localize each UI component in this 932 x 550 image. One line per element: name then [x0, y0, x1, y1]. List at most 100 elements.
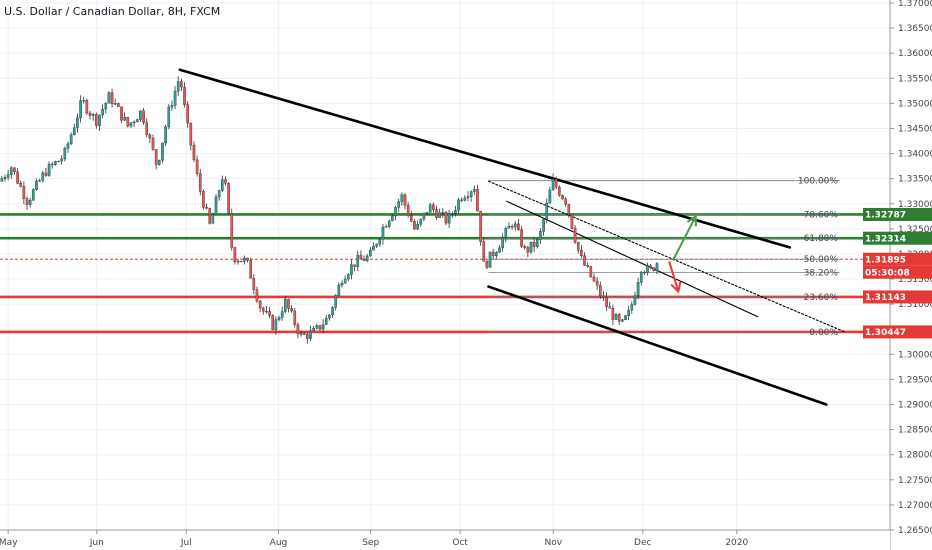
- candle-body: [488, 251, 492, 268]
- candle-body: [154, 149, 158, 165]
- price-level-badge-text: 1.30447: [865, 328, 906, 338]
- candle-body: [60, 158, 63, 162]
- candle-body: [482, 241, 486, 262]
- fibonacci-retracement[interactable]: 100.00% 78.60% 61.80% 50.00% 38.20% 23.60% 0.0…: [488, 177, 840, 338]
- arrows[interactable]: [668, 214, 697, 294]
- time-axis-background: [0, 530, 890, 550]
- candle-body: [268, 311, 271, 316]
- candle-body: [573, 228, 577, 243]
- candle-body: [324, 317, 328, 325]
- candle-body: [548, 189, 552, 204]
- candle-body: [302, 333, 306, 335]
- candle-body: [554, 178, 558, 188]
- candle-body: [435, 209, 438, 218]
- price-level-badge[interactable]: 1.31895: [863, 252, 932, 266]
- price-level-badge[interactable]: 1.30447: [863, 325, 932, 339]
- candle-body: [567, 204, 571, 215]
- candle-body: [299, 333, 303, 335]
- time-axis[interactable]: May Jun Jul Aug Sep Oct Nov Dec 2020: [0, 529, 890, 550]
- candle-body: [463, 197, 467, 201]
- candle-body: [652, 267, 656, 271]
- candle-body: [441, 212, 445, 214]
- candle-body: [274, 319, 278, 330]
- trend-line[interactable]: [487, 285, 828, 406]
- candle-body: [375, 243, 378, 247]
- price-axis[interactable]: 1.37000 1.36500 1.36000 1.35500 1.35000 1.345…: [863, 0, 932, 550]
- horizontal-levels[interactable]: [0, 213, 890, 334]
- candle-body: [469, 191, 473, 197]
- price-tick-label: 1.29500: [898, 375, 932, 385]
- candle-body: [592, 276, 596, 282]
- candle-body: [239, 260, 243, 263]
- candle-body: [394, 207, 397, 217]
- price-tick-label: 1.31000: [898, 300, 932, 310]
- trend-line[interactable]: [178, 68, 792, 249]
- candle-body: [16, 171, 19, 184]
- price-tick-label: 1.36500: [898, 24, 932, 34]
- price-tick-label: 1.34000: [898, 150, 932, 160]
- candle-body: [621, 319, 624, 322]
- candle-body: [580, 250, 583, 256]
- candle-body: [249, 260, 252, 279]
- candle-body: [413, 221, 416, 230]
- candle-body: [391, 215, 394, 221]
- candle-body: [614, 314, 618, 320]
- candle-body: [532, 241, 536, 247]
- candle-body: [350, 264, 353, 275]
- candle-body: [202, 191, 205, 208]
- price-level-badge[interactable]: 1.32787: [863, 207, 932, 221]
- price-level-badge-bg: [863, 231, 932, 245]
- price-level-badge[interactable]: 1.31143: [863, 290, 932, 304]
- candle-body: [164, 126, 167, 144]
- fib-level-label: 78.60%: [804, 210, 839, 220]
- candle-body: [211, 214, 215, 224]
- candle-body: [444, 212, 448, 224]
- candle-body: [6, 174, 10, 178]
- candle-body: [529, 241, 533, 253]
- candle-body: [296, 324, 300, 334]
- price-level-badge-bg: [863, 290, 932, 304]
- candle-body: [79, 100, 82, 118]
- candle-body: [422, 212, 426, 220]
- candle-body: [277, 317, 281, 320]
- candle-body: [403, 194, 407, 206]
- time-tick-label: Dec: [634, 538, 651, 548]
- candle-body: [135, 119, 139, 123]
- candle-body: [602, 295, 605, 298]
- fib-level-label: 38.20%: [804, 269, 839, 279]
- candle-body: [306, 334, 309, 339]
- candle-body: [450, 213, 454, 215]
- candle-body: [526, 247, 530, 253]
- price-level-badge-text: 1.32787: [865, 211, 906, 221]
- candle-body: [378, 239, 382, 245]
- candle-body: [214, 196, 218, 215]
- candle-body: [227, 183, 230, 214]
- candle-body: [321, 324, 325, 330]
- candle-body: [284, 299, 287, 312]
- candle-body: [107, 92, 111, 104]
- candle-body: [66, 143, 70, 149]
- candle-body: [510, 226, 514, 228]
- candle-body: [28, 199, 32, 205]
- arrow[interactable]: [671, 214, 697, 261]
- candle-body: [280, 311, 284, 318]
- price-tick-label: 1.34500: [898, 124, 932, 134]
- price-level-badge[interactable]: 1.32314: [863, 231, 932, 245]
- fib-level-label: 23.60%: [804, 293, 839, 303]
- candle-body: [312, 328, 315, 331]
- trend-line[interactable]: [506, 200, 759, 318]
- candle-body: [419, 218, 423, 225]
- candle-body: [170, 105, 174, 108]
- candle-body: [589, 266, 593, 278]
- candle-body: [447, 213, 451, 224]
- candle-body: [41, 172, 45, 181]
- fib-level-label: 0.00%: [809, 328, 838, 338]
- candle-body: [221, 179, 224, 191]
- candle-body: [432, 204, 435, 211]
- candle-body: [586, 265, 589, 267]
- candle-body: [400, 194, 404, 202]
- candle-body: [167, 106, 171, 128]
- arrow[interactable]: [668, 261, 682, 294]
